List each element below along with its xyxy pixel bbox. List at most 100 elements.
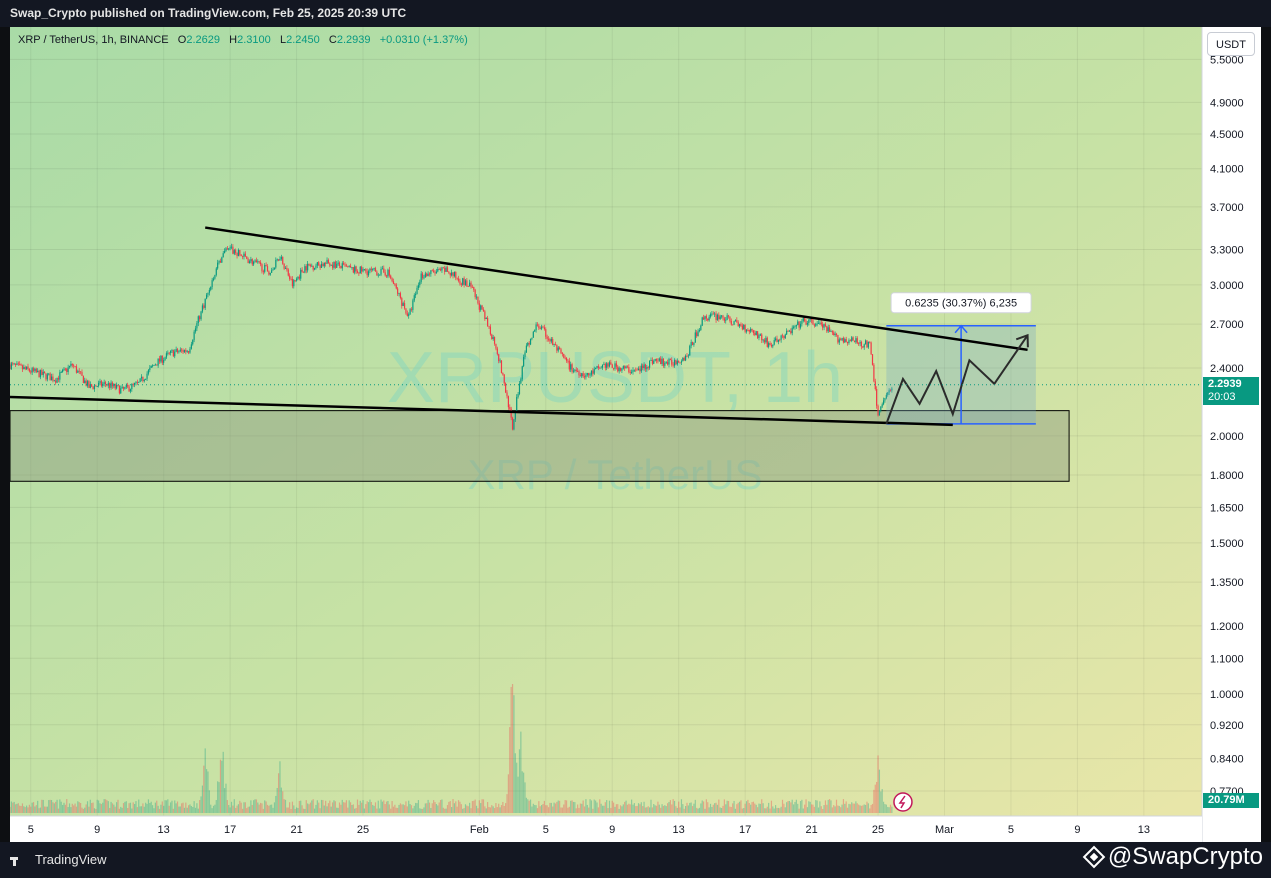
tradingview-logo[interactable]: TradingView: [10, 852, 107, 867]
volume-bar: [595, 800, 597, 813]
candle-body: [859, 341, 861, 344]
candle-body: [107, 383, 109, 386]
symbol-legend[interactable]: XRP / TetherUS, 1h, BINANCE O2.2629 H2.3…: [18, 34, 468, 46]
candle-body: [42, 371, 44, 375]
volume-bar: [460, 804, 462, 813]
candle-body: [226, 248, 228, 250]
volume-bar: [122, 803, 125, 813]
candle-body: [539, 328, 541, 329]
volume-bar: [520, 731, 522, 813]
candle-body: [521, 366, 523, 380]
candle-body: [586, 372, 588, 375]
candle-body: [679, 362, 681, 364]
candle-body: [805, 320, 807, 325]
time-axis[interactable]: 5 9 13 17 21 25 Feb 5 9 13 17 21 25 Mar 5 9 13: [28, 824, 1150, 836]
volume-bar: [138, 799, 140, 813]
volume-bar: [89, 799, 91, 813]
volume-bar: [716, 804, 719, 813]
volume-bar: [639, 804, 641, 813]
candle-body: [60, 372, 62, 373]
candle-body: [556, 344, 558, 351]
volume-bar: [841, 804, 843, 813]
price-tick-label: 4.5000: [1210, 129, 1244, 141]
volume-bar: [672, 799, 674, 813]
volume-bar: [869, 808, 871, 813]
volume-bar: [362, 800, 364, 813]
candle-body: [570, 364, 572, 370]
price-chart[interactable]: XRPUSDT, 1h XRP / TetherUS 0.6235 (30.37%…: [10, 27, 1261, 842]
candle-body: [57, 377, 60, 380]
volume-bar: [178, 806, 180, 813]
volume-bar: [21, 803, 24, 813]
volume-bar: [791, 799, 793, 813]
candle-body: [212, 278, 215, 281]
volume-bar: [762, 803, 764, 813]
candle-body: [240, 254, 242, 257]
volume-bar: [395, 807, 397, 813]
volume-bar: [434, 802, 436, 813]
volume-bar: [579, 803, 581, 813]
tradingview-icon: [10, 854, 30, 866]
bar-countdown: 20:03: [1208, 390, 1236, 403]
candle-body: [66, 368, 68, 373]
candle-body: [799, 323, 802, 328]
volume-bar: [529, 799, 532, 813]
volume-bar: [344, 802, 346, 813]
candle-body: [482, 309, 485, 312]
candle-body: [431, 270, 433, 272]
volume-bar: [239, 800, 241, 813]
volume-bar: [149, 802, 151, 813]
candle-body: [384, 272, 386, 276]
volume-bar: [525, 797, 527, 813]
volume-bar: [860, 805, 863, 813]
time-axis-background: [10, 816, 1202, 842]
candle-body: [229, 247, 231, 249]
volume-bar: [889, 804, 892, 813]
volume-bar: [700, 803, 702, 813]
volume-bar: [878, 769, 881, 813]
volume-bar: [833, 805, 835, 813]
time-tick-label: 9: [1074, 824, 1080, 836]
candle-body: [559, 347, 561, 350]
projection-arrowhead: [1015, 333, 1029, 348]
price-axis[interactable]: 5.5000 4.9000 4.5000 4.1000 3.7000 3.3000 3.00…: [1210, 54, 1244, 798]
volume-bar: [135, 801, 137, 813]
candle-body: [845, 339, 847, 342]
volume-bar: [798, 808, 800, 813]
candle-body: [834, 333, 836, 336]
candle-body: [319, 265, 321, 268]
volume-bar: [340, 804, 342, 813]
candle-body: [733, 321, 735, 325]
volume-bar: [856, 803, 858, 813]
volume-bar: [784, 807, 786, 813]
candle-body: [722, 315, 724, 319]
alert-lightning-icon: [893, 792, 913, 812]
volume-bar: [428, 802, 431, 813]
volume-bar: [810, 804, 813, 813]
candle-body: [160, 355, 162, 362]
price-tick-label: 4.9000: [1210, 97, 1244, 109]
candle-body: [669, 359, 671, 361]
candle-body: [326, 259, 328, 264]
candle-body: [367, 271, 370, 276]
volume-bar: [463, 808, 465, 813]
candle-body: [272, 269, 274, 271]
candle-body: [80, 371, 82, 373]
candle-body: [449, 272, 451, 276]
volume-bar: [133, 803, 136, 813]
candle-body: [856, 338, 858, 344]
candle-body: [697, 331, 699, 337]
candle-body: [228, 248, 230, 250]
candle-body: [64, 368, 66, 370]
time-tick-label: 25: [872, 824, 884, 836]
candle-body: [24, 367, 26, 369]
price-tick-label: 2.7000: [1210, 319, 1244, 331]
candle-body: [86, 381, 89, 386]
candle-body: [223, 251, 226, 254]
currency-unit-button[interactable]: USDT: [1207, 32, 1255, 56]
volume-bar: [482, 799, 485, 813]
candle-body: [96, 386, 98, 387]
candle-body: [55, 380, 57, 383]
candle-body: [564, 357, 566, 359]
candle-body: [542, 326, 544, 328]
